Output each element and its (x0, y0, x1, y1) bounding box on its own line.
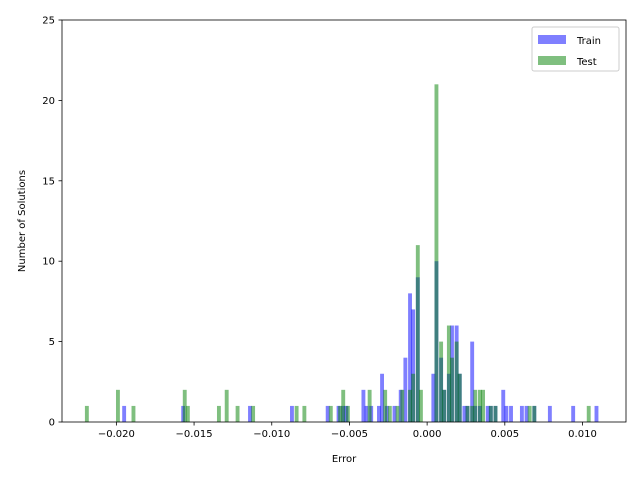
histogram-bar (586, 405, 591, 422)
histogram-bar (345, 405, 350, 422)
histogram-bar (473, 389, 478, 422)
histogram-bar (524, 405, 529, 422)
series-0-bars (122, 261, 599, 422)
histogram-bar (439, 341, 444, 422)
histogram-bar (532, 405, 537, 422)
legend-item: Test (538, 56, 597, 68)
histogram-bar (493, 405, 498, 422)
histogram-bar (488, 405, 493, 422)
histogram-bar (470, 341, 475, 422)
histogram-bar (418, 389, 423, 422)
x-tick-label: −0.020 (98, 429, 135, 440)
histogram-bar (290, 405, 294, 422)
histogram-bar (400, 389, 405, 422)
histogram-bar (504, 405, 509, 422)
histogram-bar (485, 405, 490, 422)
plot-frame (61, 19, 627, 423)
histogram-bar (442, 389, 447, 422)
histogram-bar (182, 389, 187, 422)
histogram-bar (462, 405, 467, 422)
histogram-bar (216, 405, 221, 422)
histogram-bar (395, 405, 400, 422)
histogram-bar (338, 405, 343, 422)
histogram-bar (457, 373, 462, 422)
y-tick-label: 10 (42, 257, 55, 268)
y-tick-label: 5 (49, 337, 55, 348)
histogram-bar (571, 405, 576, 422)
histogram-bar (392, 405, 397, 422)
histogram-bar (481, 389, 485, 422)
histogram-bar (251, 405, 256, 422)
legend: Train Test (531, 26, 620, 72)
histogram-bar (325, 405, 330, 422)
histogram-bar (294, 405, 299, 422)
histogram-bar (527, 405, 532, 422)
histogram-bar (84, 405, 89, 422)
legend-label: Train (576, 36, 601, 47)
histogram-bar (594, 405, 599, 422)
series-1-bars (84, 84, 591, 422)
histogram-bar (478, 389, 482, 422)
histogram-bar (470, 405, 475, 422)
legend-swatch (538, 35, 566, 44)
histogram-bar (131, 405, 136, 422)
histogram-bar (367, 389, 372, 422)
legend-swatch (538, 56, 566, 65)
x-axis-label: Error (332, 454, 357, 465)
x-tick-label: −0.005 (331, 429, 368, 440)
histogram-bar (411, 373, 416, 422)
histogram-bar (501, 389, 506, 422)
x-tick-label: −0.010 (253, 429, 290, 440)
histogram-bar (403, 357, 408, 422)
x-tick-label: 0.005 (490, 429, 519, 440)
histogram-bar (387, 405, 392, 422)
legend-label: Test (576, 57, 597, 68)
x-tick-label: 0.010 (568, 429, 597, 440)
histogram-bar (411, 309, 416, 422)
histogram-bar (509, 405, 513, 422)
legend-item: Train (538, 35, 601, 47)
y-tick-label: 15 (42, 176, 55, 187)
y-axis-label: Number of Solutions (17, 170, 28, 272)
x-axis-ticks: −0.020 −0.015 −0.010 −0.005 0.000 0.005 0.010 (98, 422, 597, 440)
histogram-bar (547, 405, 552, 422)
histogram-bar (465, 405, 470, 422)
histogram-bar (380, 373, 384, 422)
y-tick-label: 0 (49, 418, 55, 429)
histogram-bar (302, 405, 307, 422)
histogram-bar (408, 389, 412, 422)
histogram-bar (248, 405, 252, 422)
histogram-bar (408, 293, 412, 422)
histogram-bar (454, 341, 459, 422)
y-tick-label: 20 (42, 96, 55, 107)
histogram-bar (431, 373, 436, 422)
y-axis-ticks: 0 5 10 15 20 25 (42, 16, 62, 429)
y-tick-label: 25 (42, 16, 55, 27)
histogram-bar (364, 405, 369, 422)
bars-layer (84, 84, 599, 422)
histogram-bar (377, 405, 381, 422)
histogram-bar (434, 84, 439, 422)
histogram-bar (446, 325, 451, 422)
x-tick-label: 0.000 (413, 429, 442, 440)
histogram-bar (122, 405, 127, 422)
histogram-bar (224, 389, 229, 422)
x-tick-label: −0.015 (176, 429, 213, 440)
histogram-bar (450, 357, 454, 422)
histogram-bar (383, 389, 388, 422)
histogram-bar (235, 405, 240, 422)
histogram-bar (185, 405, 190, 422)
histogram-bar (361, 389, 366, 422)
histogram-bar (115, 389, 120, 422)
histogram-bar (341, 389, 346, 422)
histogram-bar (519, 405, 524, 422)
histogram-bar (328, 405, 333, 422)
histogram-bar (415, 245, 420, 422)
